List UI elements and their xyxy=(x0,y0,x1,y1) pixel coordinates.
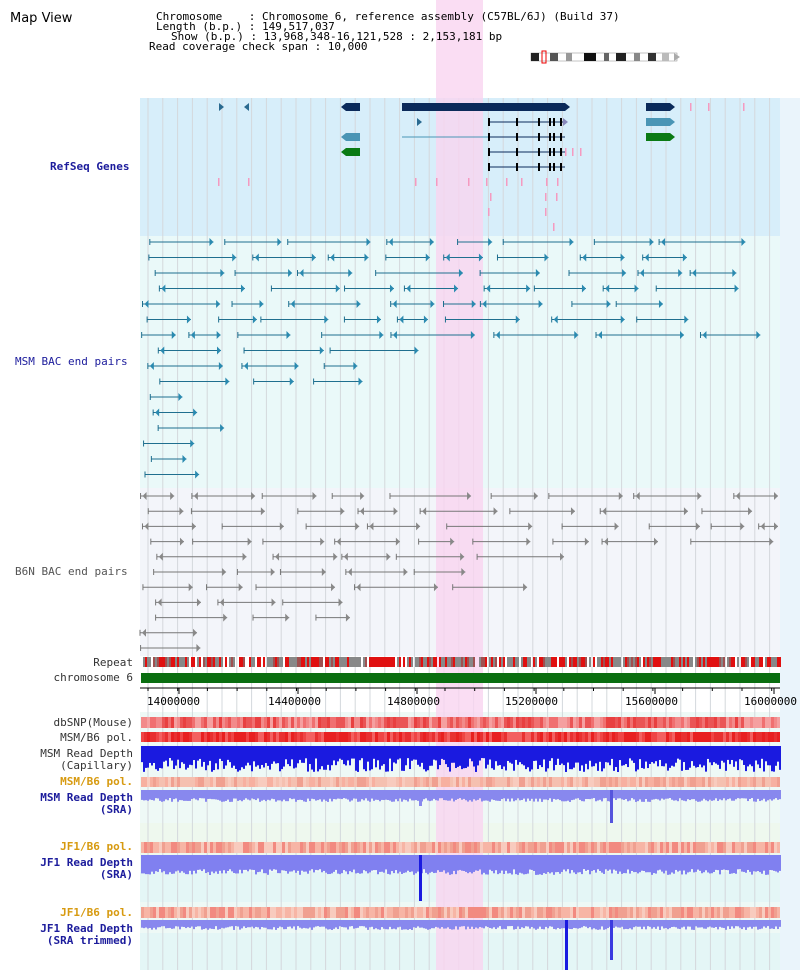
dbsnp-heat-track[interactable] xyxy=(141,717,780,728)
selection-highlight[interactable] xyxy=(436,0,483,970)
info-chromosome: Chromosome : Chromosome 6, reference ass… xyxy=(156,10,620,23)
position-axis: 14000000 14400000 14800000 15200000 1560… xyxy=(140,687,797,708)
track-label-b6n-bac[interactable]: B6N BAC end pairs xyxy=(15,565,128,578)
msm-b6-pol-heat-track-2[interactable] xyxy=(141,777,780,787)
axis-tick-label: 16000000 xyxy=(744,695,797,708)
track-label-msm-b6-pol-2[interactable]: MSM/B6 pol. xyxy=(60,775,133,788)
msm-b6-pol-heat-track[interactable] xyxy=(141,732,780,742)
track-label-msm-bac[interactable]: MSM BAC end pairs xyxy=(15,355,128,368)
info-coverage: Read coverage check span : 10,000 xyxy=(149,40,368,53)
jf1-b6-pol-heat-track[interactable] xyxy=(141,842,780,853)
track-label-chromosome[interactable]: chromosome 6 xyxy=(53,671,133,684)
page-title: Map View xyxy=(10,11,73,26)
track-label-jf1-b6-pol[interactable]: JF1/B6 pol. xyxy=(60,840,133,853)
axis-tick-label: 14000000 xyxy=(147,695,200,708)
repeat-track[interactable] xyxy=(143,657,781,667)
track-label-dbsnp[interactable]: dbSNP(Mouse) xyxy=(53,716,133,729)
b6n-bac-end-pairs[interactable] xyxy=(139,492,778,652)
chromosome-ideogram[interactable] xyxy=(526,50,686,64)
track-label-msm-depth-cap-sub: (Capillary) xyxy=(60,759,133,772)
msm-read-depth-capillary[interactable] xyxy=(141,746,781,772)
info-show: Show (b.p.) : 13,968,348-16,121,528 : 2,… xyxy=(171,30,503,43)
track-label-jf1-depth-trim-sub: (SRA trimmed) xyxy=(46,934,133,947)
track-label-refseq[interactable]: RefSeq Genes xyxy=(50,160,130,173)
msm-read-depth-sra[interactable] xyxy=(141,790,781,823)
jf1-read-depth-sra[interactable] xyxy=(141,855,781,901)
refseq-genes[interactable] xyxy=(218,103,745,231)
track-label-msm-depth-sra-sub: (SRA) xyxy=(99,803,133,816)
chromosome-bar[interactable] xyxy=(141,673,780,683)
track-label-jf1-depth-trim[interactable]: JF1 Read Depth xyxy=(40,922,133,935)
axis-tick-label: 15200000 xyxy=(505,695,558,708)
axis-tick-label: 15600000 xyxy=(625,695,678,708)
track-label-jf1-b6-pol-2[interactable]: JF1/B6 pol. xyxy=(60,906,133,919)
track-label-msm-depth-cap[interactable]: MSM Read Depth xyxy=(40,747,133,760)
axis-tick-label: 14800000 xyxy=(387,695,440,708)
track-label-repeat[interactable]: Repeat xyxy=(93,656,133,669)
axis-tick-label: 14400000 xyxy=(268,695,321,708)
track-label-msm-b6-pol[interactable]: MSM/B6 pol. xyxy=(60,731,133,744)
msm-bac-end-pairs[interactable] xyxy=(141,238,761,479)
feature-tracks[interactable] xyxy=(0,0,800,700)
track-label-jf1-depth-sra-sub: (SRA) xyxy=(99,868,133,881)
variation-tracks[interactable] xyxy=(0,710,800,970)
jf1-read-depth-trimmed[interactable] xyxy=(141,920,781,970)
info-length: Length (b.p.) : 149,517,037 xyxy=(156,20,335,33)
track-label-jf1-depth-sra[interactable]: JF1 Read Depth xyxy=(40,856,133,869)
track-label-msm-depth-sra[interactable]: MSM Read Depth xyxy=(40,791,133,804)
jf1-b6-pol-heat-track-2[interactable] xyxy=(141,907,780,918)
